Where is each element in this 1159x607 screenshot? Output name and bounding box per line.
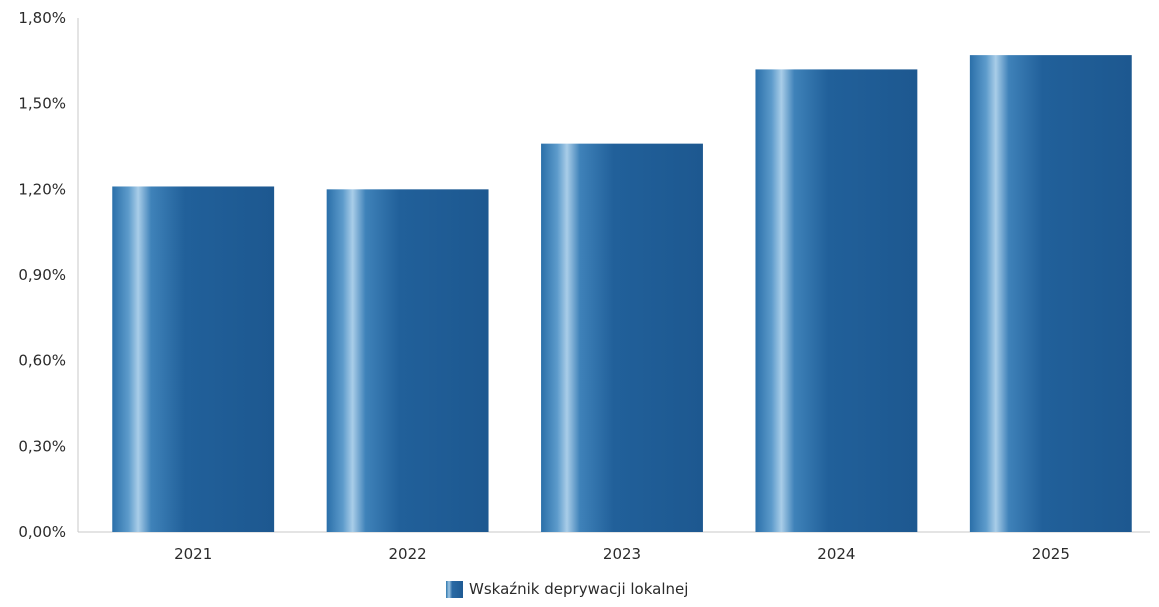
y-tick-label: 0,00% xyxy=(18,523,66,541)
y-tick-label: 0,30% xyxy=(18,437,66,455)
y-tick-label: 1,80% xyxy=(18,9,66,27)
x-axis: 2021 2022 2023 2024 2025 xyxy=(78,531,1150,563)
y-tick-label: 0,60% xyxy=(18,352,66,370)
y-tick-label: 1,50% xyxy=(18,95,66,113)
y-tick-label: 0,90% xyxy=(18,266,66,284)
legend: Wskaźnik deprywacji lokalnej xyxy=(446,580,688,598)
bar-2023 xyxy=(541,143,703,532)
x-tick-label: 2022 xyxy=(389,545,427,563)
y-tick-label: 1,20% xyxy=(18,180,66,198)
y-axis: 0,00% 0,30% 0,60% 0,90% 1,20% 1,50% 1,80% xyxy=(18,9,79,541)
bar-2022 xyxy=(326,189,489,533)
x-tick-label: 2023 xyxy=(603,545,641,563)
bar-2025 xyxy=(969,55,1132,532)
bar-2021 xyxy=(112,186,275,532)
x-tick-label: 2021 xyxy=(174,545,212,563)
x-tick-label: 2024 xyxy=(817,545,855,563)
legend-swatch xyxy=(446,580,463,598)
legend-label: Wskaźnik deprywacji lokalnej xyxy=(469,580,689,598)
bar-2024 xyxy=(755,69,918,533)
x-tick-label: 2025 xyxy=(1032,545,1070,563)
bars xyxy=(112,55,1132,533)
